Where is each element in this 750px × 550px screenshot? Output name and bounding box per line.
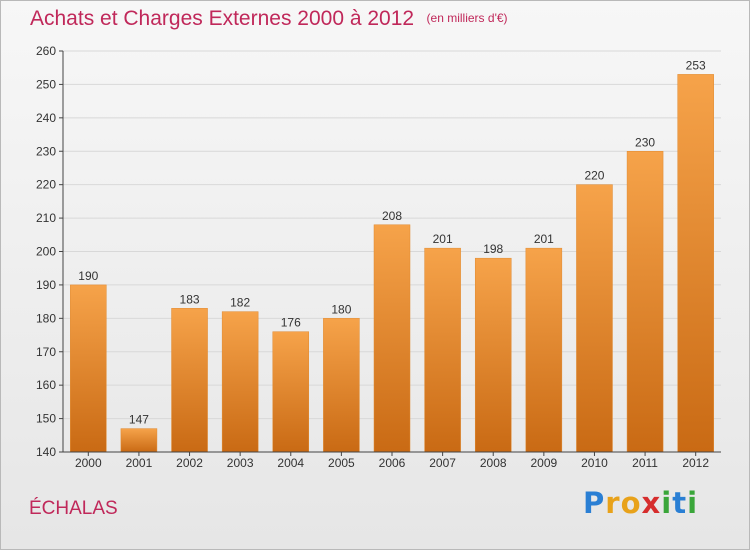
- value-label: 147: [129, 413, 149, 427]
- y-tick-label: 140: [36, 445, 56, 459]
- value-label: 220: [584, 169, 604, 183]
- bar-2001: [120, 428, 158, 453]
- value-label: 182: [230, 296, 250, 310]
- chart-unit-label: (en milliers d'€): [426, 11, 508, 25]
- y-tick-label: 150: [36, 412, 56, 426]
- y-tick-label: 220: [36, 178, 56, 192]
- chart-title: Achats et Charges Externes 2000 à 2012 (…: [30, 7, 508, 31]
- axes: [59, 50, 721, 456]
- place-name: ÉCHALAS: [29, 498, 118, 519]
- bar-2012: [677, 74, 714, 453]
- bar-2006: [373, 224, 411, 453]
- y-tick-label: 240: [36, 111, 56, 125]
- y-tick-label: 180: [36, 311, 56, 325]
- x-tick-label: 2011: [632, 456, 658, 470]
- bars: [70, 74, 714, 453]
- chart-title-text: Achats et Charges Externes 2000 à 2012: [30, 7, 415, 30]
- y-tick-label: 200: [36, 245, 56, 259]
- logo-letter: i: [661, 486, 673, 520]
- logo-letter: P: [583, 486, 606, 520]
- bar-2002: [171, 308, 208, 453]
- y-tick-label: 230: [36, 144, 56, 158]
- x-tick-label: 2000: [75, 456, 102, 470]
- x-tick-label: 2006: [379, 456, 406, 470]
- bar-2009: [525, 247, 563, 453]
- value-label: 208: [382, 209, 402, 223]
- bar-2008: [474, 257, 512, 453]
- bar-2003: [221, 311, 259, 453]
- value-label: 183: [180, 292, 200, 306]
- value-label: 176: [281, 316, 301, 330]
- value-label: 253: [686, 58, 706, 72]
- y-tick-label: 260: [36, 44, 56, 58]
- bar-2010: [576, 184, 613, 453]
- bar-2004: [272, 331, 310, 453]
- bar-2000: [70, 284, 107, 453]
- logo-letter: x: [641, 486, 662, 520]
- value-label: 201: [433, 232, 453, 246]
- x-tick-label: 2009: [530, 456, 557, 470]
- value-label: 230: [635, 135, 655, 149]
- logo-letter: i: [687, 486, 699, 520]
- bar-2011: [626, 151, 664, 453]
- bar-2005: [323, 318, 360, 453]
- x-tick-label: 2010: [581, 456, 608, 470]
- value-label: 180: [331, 302, 351, 316]
- bar-2007: [424, 247, 461, 453]
- labels: 140 150 160 170 180 190 200 210 220 230 240 250 260 2…: [36, 44, 709, 470]
- value-label: 201: [534, 232, 554, 246]
- x-tick-label: 2012: [682, 456, 709, 470]
- logo-letter: r: [605, 486, 621, 520]
- logo-letter: o: [620, 486, 642, 520]
- x-tick-label: 2002: [176, 456, 203, 470]
- x-tick-label: 2003: [227, 456, 254, 470]
- logo-letter: t: [672, 486, 688, 520]
- y-tick-label: 250: [36, 77, 56, 91]
- y-tick-label: 190: [36, 278, 56, 292]
- x-tick-label: 2008: [480, 456, 507, 470]
- y-tick-label: 210: [36, 211, 56, 225]
- value-label: 190: [78, 269, 98, 283]
- y-tick-label: 170: [36, 345, 56, 359]
- y-tick-label: 160: [36, 378, 56, 392]
- x-tick-label: 2001: [126, 456, 153, 470]
- value-label: 198: [483, 242, 503, 256]
- x-tick-label: 2007: [429, 456, 456, 470]
- x-tick-label: 2005: [328, 456, 355, 470]
- proxiti-logo: Proxiti: [583, 489, 698, 518]
- x-tick-label: 2004: [277, 456, 304, 470]
